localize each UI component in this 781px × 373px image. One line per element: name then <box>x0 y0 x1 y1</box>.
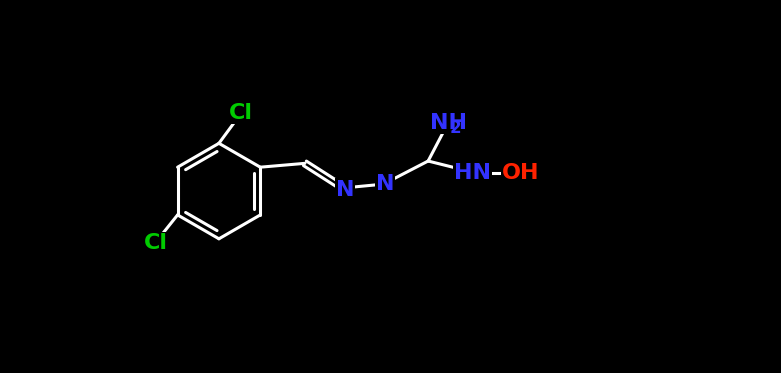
Text: HN: HN <box>455 163 491 182</box>
Text: NH: NH <box>430 113 467 132</box>
Text: N: N <box>336 179 355 200</box>
Text: 2: 2 <box>450 119 462 137</box>
Text: Cl: Cl <box>144 233 168 253</box>
Text: OH: OH <box>501 163 540 182</box>
Text: Cl: Cl <box>229 103 252 122</box>
Text: N: N <box>376 174 394 194</box>
